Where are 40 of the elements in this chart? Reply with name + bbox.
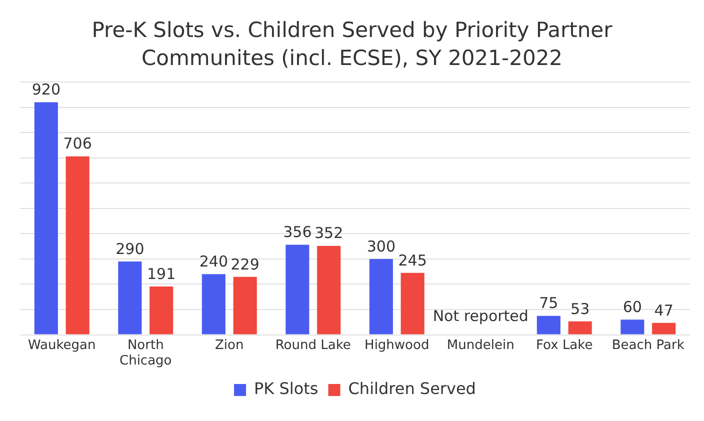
data-label: 60 <box>622 298 642 316</box>
bar <box>202 274 226 334</box>
data-label: 290 <box>116 240 144 258</box>
x-tick-label: Waukegan <box>28 338 96 353</box>
data-label: 706 <box>63 134 92 153</box>
bar <box>317 246 341 334</box>
data-label: 356 <box>283 223 312 242</box>
data-label: 245 <box>398 251 427 270</box>
annotation: Not reported <box>432 307 528 326</box>
bar <box>536 316 560 334</box>
x-tick-label: Mundelein <box>446 338 514 353</box>
bar <box>620 320 644 334</box>
data-label: 75 <box>539 294 558 312</box>
legend-label: Children Served <box>348 379 476 398</box>
bar <box>233 276 257 334</box>
x-tick-label: Fox Lake <box>536 338 593 353</box>
data-label: 229 <box>230 255 260 274</box>
data-label: 47 <box>654 301 674 320</box>
bar <box>652 322 676 334</box>
bar <box>568 321 592 334</box>
bar <box>286 244 310 334</box>
data-label: 53 <box>570 300 590 318</box>
chart-title: Pre-K Slots vs. Children Served by Priority Partner Communites (incl. ECSE), SY 2021-2022 <box>90 17 614 72</box>
x-tick-label: Beach Park <box>612 338 685 353</box>
x-tick-label: Round Lake <box>275 338 351 353</box>
legend-label: PK Slots <box>254 379 318 398</box>
x-tick-label: North Chicago <box>120 338 172 369</box>
bar <box>150 286 174 334</box>
bar <box>66 156 90 334</box>
bar <box>369 258 393 334</box>
data-label: 191 <box>147 264 176 283</box>
bar <box>118 261 142 334</box>
x-tick-label: Highwood <box>364 338 430 353</box>
bar <box>34 102 58 334</box>
data-label: 352 <box>314 224 344 242</box>
data-label: 240 <box>199 252 228 271</box>
bar <box>400 272 424 334</box>
x-tick-label: Zion <box>215 338 244 353</box>
data-label: 920 <box>32 80 60 99</box>
data-label: 300 <box>366 237 396 256</box>
